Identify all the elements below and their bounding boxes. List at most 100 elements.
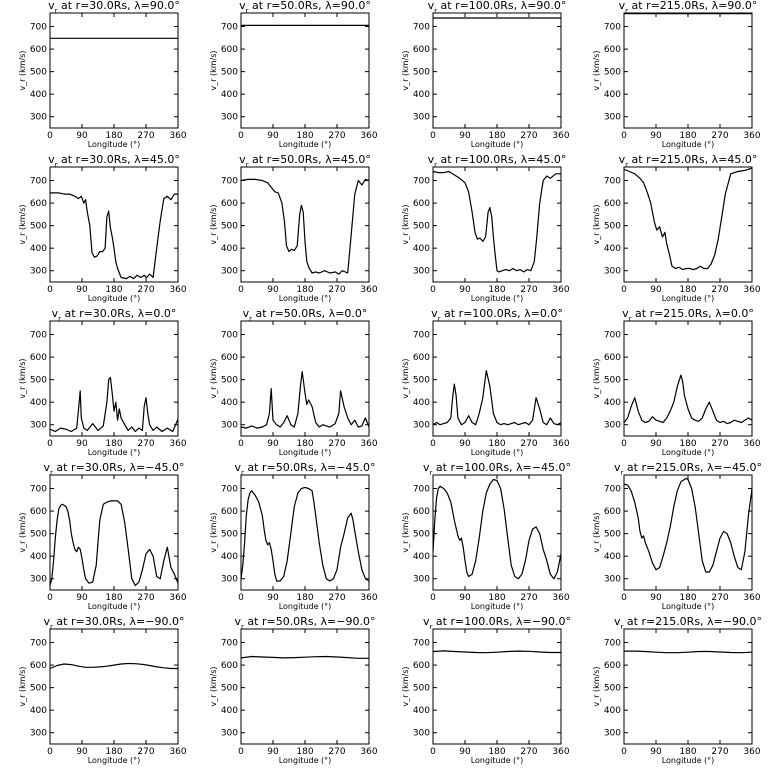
panel-title-subscript: r xyxy=(629,315,632,323)
panel-title: vr at r=100.0Rs, λ=45.0° xyxy=(428,153,567,169)
y-axis-label: v_r (km/s) xyxy=(209,204,218,244)
x-tick-label: 270 xyxy=(520,439,537,449)
panel-4-2: vr at r=100.0Rs, λ=−90.0° 0 90 180 270 360 300… xyxy=(401,615,571,765)
x-tick-label: 360 xyxy=(743,593,760,603)
panel-1-1: vr at r=50.0Rs, λ=45.0° 0 90 180 270 360 300 40… xyxy=(209,153,378,303)
panel-title-rest: at r=100.0Rs, λ=90.0° xyxy=(437,0,566,12)
x-tick-label: 90 xyxy=(459,131,471,141)
y-tick-label: 700 xyxy=(221,23,238,33)
x-tick-label: 360 xyxy=(360,747,377,757)
panel-title-subscript: r xyxy=(430,623,433,631)
y-tick-label: 400 xyxy=(604,552,621,562)
x-axis-label: Longitude (°) xyxy=(88,602,141,611)
panel-title: vr at r=215.0Rs, λ=90.0° xyxy=(619,0,758,15)
y-tick-label: 500 xyxy=(221,68,238,78)
panel-title-subscript: r xyxy=(58,315,61,323)
x-axis-label: Longitude (°) xyxy=(88,756,141,765)
x-tick-label: 90 xyxy=(76,439,88,449)
x-tick-label: 270 xyxy=(520,593,537,603)
panel-1-0: vr at r=30.0Rs, λ=45.0° 0 90 180 270 360 300 40… xyxy=(18,153,187,303)
panel-title-rest: at r=100.0Rs, λ=45.0° xyxy=(437,153,566,166)
x-tick-label: 180 xyxy=(679,131,696,141)
x-tick-label: 270 xyxy=(328,439,345,449)
y-tick-label: 500 xyxy=(604,222,621,232)
x-tick-label: 90 xyxy=(76,747,88,757)
y-tick-label: 500 xyxy=(413,68,430,78)
x-tick-label: 180 xyxy=(105,593,122,603)
x-axis-label: Longitude (°) xyxy=(279,756,332,765)
panel-title: vr at r=50.0Rs, λ=0.0° xyxy=(243,307,368,323)
x-tick-label: 0 xyxy=(430,747,436,757)
y-tick-label: 300 xyxy=(30,729,47,739)
y-tick-label: 500 xyxy=(30,376,47,386)
y-tick-label: 300 xyxy=(30,575,47,585)
y-tick-label: 400 xyxy=(604,706,621,716)
y-tick-label: 500 xyxy=(413,222,430,232)
x-tick-label: 270 xyxy=(711,285,728,295)
panel-2-3: vr at r=215.0Rs, λ=0.0° 0 90 180 270 360 300 40… xyxy=(592,307,761,457)
x-axis-label: Longitude (°) xyxy=(279,140,332,149)
x-tick-label: 270 xyxy=(711,439,728,449)
x-tick-label: 360 xyxy=(743,747,760,757)
y-tick-label: 400 xyxy=(30,398,47,408)
panel-title-rest: at r=50.0Rs, λ=−90.0° xyxy=(244,615,376,628)
x-tick-label: 270 xyxy=(711,593,728,603)
x-tick-label: 0 xyxy=(238,747,244,757)
panel-title-quantity: v xyxy=(619,0,626,12)
axes-frame xyxy=(240,12,370,129)
x-tick-label: 0 xyxy=(430,593,436,603)
axes-frame xyxy=(623,12,753,129)
x-tick-label: 270 xyxy=(711,131,728,141)
x-axis-label: Longitude (°) xyxy=(88,294,141,303)
panel-0-1: vr at r=50.0Rs, λ=90.0° 0 90 180 270 360 300 40… xyxy=(209,0,378,149)
y-tick-label: 300 xyxy=(221,113,238,123)
x-axis-label: Longitude (°) xyxy=(279,294,332,303)
x-tick-label: 0 xyxy=(430,131,436,141)
x-tick-label: 90 xyxy=(650,131,662,141)
x-tick-label: 0 xyxy=(47,131,53,141)
x-tick-label: 90 xyxy=(459,747,471,757)
y-axis-label: v_r (km/s) xyxy=(18,358,27,398)
x-tick-label: 180 xyxy=(296,285,313,295)
y-axis-label: v_r (km/s) xyxy=(209,358,218,398)
x-axis-label: Longitude (°) xyxy=(279,602,332,611)
axes-frame xyxy=(623,166,753,283)
y-axis-label: v_r (km/s) xyxy=(209,512,218,552)
panel-title-quantity: v xyxy=(235,461,242,474)
panel-title-subscript: r xyxy=(55,7,58,15)
axes-frame xyxy=(49,628,179,745)
x-tick-label: 90 xyxy=(459,285,471,295)
y-axis-label: v_r (km/s) xyxy=(18,50,27,90)
y-axis-label: v_r (km/s) xyxy=(18,204,27,244)
y-tick-label: 700 xyxy=(30,485,47,495)
series-line xyxy=(432,370,562,426)
y-tick-label: 600 xyxy=(413,199,430,209)
series-line xyxy=(624,650,753,654)
y-tick-label: 400 xyxy=(221,398,238,408)
panel-title: vr at r=50.0Rs, λ=−45.0° xyxy=(235,461,376,477)
panel-title-subscript: r xyxy=(249,315,252,323)
panel-title-subscript: r xyxy=(241,623,244,631)
x-tick-label: 90 xyxy=(76,285,88,295)
panel-title: vr at r=50.0Rs, λ=45.0° xyxy=(239,153,371,169)
panel-title-rest: at r=30.0Rs, λ=90.0° xyxy=(58,0,180,12)
panel-2-0: vr at r=30.0Rs, λ=0.0° 0 90 180 270 360 300 400… xyxy=(18,307,187,457)
x-tick-label: 360 xyxy=(552,131,569,141)
panel-4-0: vr at r=30.0Rs, λ=−90.0° 0 90 180 270 360 300 4… xyxy=(18,615,187,765)
panel-3-2: vr at r=100.0Rs, λ=−45.0° 0 90 180 270 360 300… xyxy=(401,461,571,611)
y-tick-label: 600 xyxy=(604,353,621,363)
y-tick-label: 300 xyxy=(221,421,238,431)
panel-title: vr at r=215.0Rs, λ=45.0° xyxy=(619,153,758,169)
panel-title-subscript: r xyxy=(246,161,249,169)
x-tick-label: 360 xyxy=(743,439,760,449)
panel-title-rest: at r=215.0Rs, λ=90.0° xyxy=(628,0,757,12)
y-tick-label: 300 xyxy=(221,267,238,277)
y-tick-label: 400 xyxy=(413,398,430,408)
y-tick-label: 700 xyxy=(30,177,47,187)
y-tick-label: 300 xyxy=(30,421,47,431)
x-tick-label: 0 xyxy=(621,439,627,449)
x-tick-label: 0 xyxy=(47,285,53,295)
y-axis-label: v_r (km/s) xyxy=(592,666,601,706)
axes-frame xyxy=(432,628,562,745)
y-tick-label: 700 xyxy=(221,177,238,187)
